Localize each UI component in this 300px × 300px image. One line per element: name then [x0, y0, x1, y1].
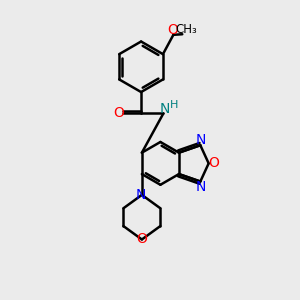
- Text: O: O: [136, 232, 147, 247]
- Text: N: N: [195, 180, 206, 194]
- Text: O: O: [167, 23, 178, 38]
- Text: N: N: [160, 102, 170, 116]
- Text: N: N: [195, 133, 206, 147]
- Text: CH₃: CH₃: [175, 23, 197, 36]
- Text: N: N: [136, 188, 146, 202]
- Text: H: H: [169, 100, 178, 110]
- Text: O: O: [113, 106, 124, 120]
- Text: O: O: [208, 156, 219, 170]
